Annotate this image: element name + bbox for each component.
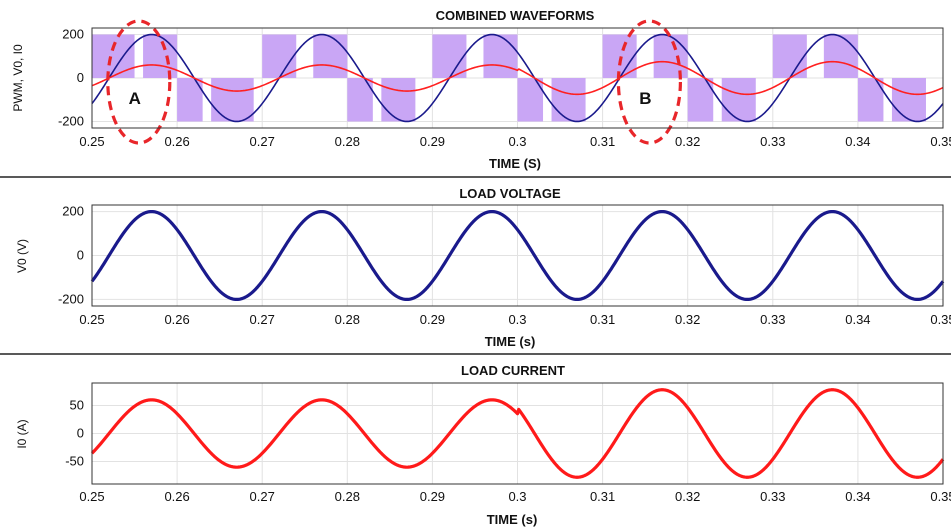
x-tick-label: 0.32 xyxy=(675,489,700,504)
y-axis-label: V0 (V) xyxy=(15,239,29,273)
x-tick-label: 0.28 xyxy=(335,489,360,504)
y-axis-label: I0 (A) xyxy=(15,419,29,448)
y-tick-label: 50 xyxy=(70,397,84,412)
x-tick-label: 0.27 xyxy=(250,134,275,149)
y-tick-label: -50 xyxy=(65,454,84,469)
x-tick-label: 0.31 xyxy=(590,134,615,149)
x-tick-label: 0.3 xyxy=(508,312,526,327)
x-tick-label: 0.28 xyxy=(335,312,360,327)
chart-title: LOAD VOLTAGE xyxy=(459,186,561,201)
x-tick-label: 0.33 xyxy=(760,312,785,327)
x-tick-label: 0.33 xyxy=(760,134,785,149)
x-tick-label: 0.29 xyxy=(420,312,445,327)
annotation-ellipse xyxy=(106,19,172,145)
x-tick-label: 0.27 xyxy=(250,312,275,327)
pwm-pulse xyxy=(483,34,518,78)
y-tick-label: 200 xyxy=(62,204,84,219)
y-tick-label: 0 xyxy=(77,426,84,441)
series-line xyxy=(91,60,944,96)
plot-frame xyxy=(91,27,944,129)
y-tick-label: -200 xyxy=(58,291,84,306)
combined-waveforms-chart: COMBINED WAVEFORMS A B 0.25 0.26 0.27 0.28 0.… xyxy=(11,8,951,171)
x-axis-label: TIME (s) xyxy=(487,512,538,527)
x-tick-label: 0.31 xyxy=(590,489,615,504)
x-tick-label: 0.3 xyxy=(508,489,526,504)
annotation-ellipse xyxy=(616,19,683,145)
pwm-pulse xyxy=(432,34,467,78)
pwm-pulse xyxy=(653,34,688,78)
load-voltage-chart: LOAD VOLTAGE 0.25 0.26 0.27 0.28 0.29 0.3 0.31… xyxy=(15,186,951,349)
x-tick-label: 0.34 xyxy=(845,134,870,149)
series-line xyxy=(91,33,944,123)
chart-title: LOAD CURRENT xyxy=(461,363,565,378)
annotation-label: A xyxy=(129,89,141,108)
x-tick-label: 0.3 xyxy=(508,134,526,149)
x-tick-label: 0.32 xyxy=(675,134,700,149)
pwm-pulse xyxy=(211,78,254,122)
x-tick-label: 0.29 xyxy=(420,489,445,504)
pwm-pulse xyxy=(823,34,858,78)
x-tick-label: 0.25 xyxy=(79,134,104,149)
series-line xyxy=(90,209,945,302)
pwm-pulse xyxy=(891,78,926,122)
x-tick-label: 0.25 xyxy=(79,489,104,504)
plot-frame xyxy=(91,382,944,485)
y-tick-label: 0 xyxy=(77,70,84,85)
pwm-pulse xyxy=(381,78,416,122)
x-tick-label: 0.29 xyxy=(420,134,445,149)
load-current-chart: LOAD CURRENT 0.25 0.26 0.27 0.28 0.29 0.3 0.31… xyxy=(15,363,951,527)
chart-title: COMBINED WAVEFORMS xyxy=(436,8,595,23)
x-tick-label: 0.27 xyxy=(250,489,275,504)
x-tick-label: 0.34 xyxy=(845,489,870,504)
pwm-pulse xyxy=(313,34,348,78)
annotation-label: B xyxy=(639,89,651,108)
plot-frame xyxy=(91,204,944,307)
pwm-pulse xyxy=(143,34,178,78)
pwm-pulse xyxy=(262,34,297,78)
y-tick-label: 200 xyxy=(62,27,84,42)
pwm-pulse xyxy=(721,78,756,122)
x-tick-label: 0.26 xyxy=(164,134,189,149)
pwm-pulse xyxy=(551,78,586,122)
y-tick-label: -200 xyxy=(58,113,84,128)
y-axis-label: PWM, V0, I0 xyxy=(11,44,25,112)
x-tick-label: 0.31 xyxy=(590,312,615,327)
x-tick-label: 0.28 xyxy=(335,134,360,149)
x-tick-label: 0.35 xyxy=(930,489,951,504)
x-tick-label: 0.26 xyxy=(164,489,189,504)
series-line xyxy=(90,388,945,479)
x-axis-label: TIME (S) xyxy=(489,156,541,171)
x-tick-label: 0.25 xyxy=(79,312,104,327)
x-tick-label: 0.33 xyxy=(760,489,785,504)
x-axis-label: TIME (s) xyxy=(485,334,536,349)
x-tick-label: 0.35 xyxy=(930,134,951,149)
x-tick-label: 0.35 xyxy=(930,312,951,327)
y-tick-label: 0 xyxy=(77,248,84,263)
x-tick-label: 0.32 xyxy=(675,312,700,327)
x-tick-label: 0.34 xyxy=(845,312,870,327)
x-tick-label: 0.26 xyxy=(164,312,189,327)
